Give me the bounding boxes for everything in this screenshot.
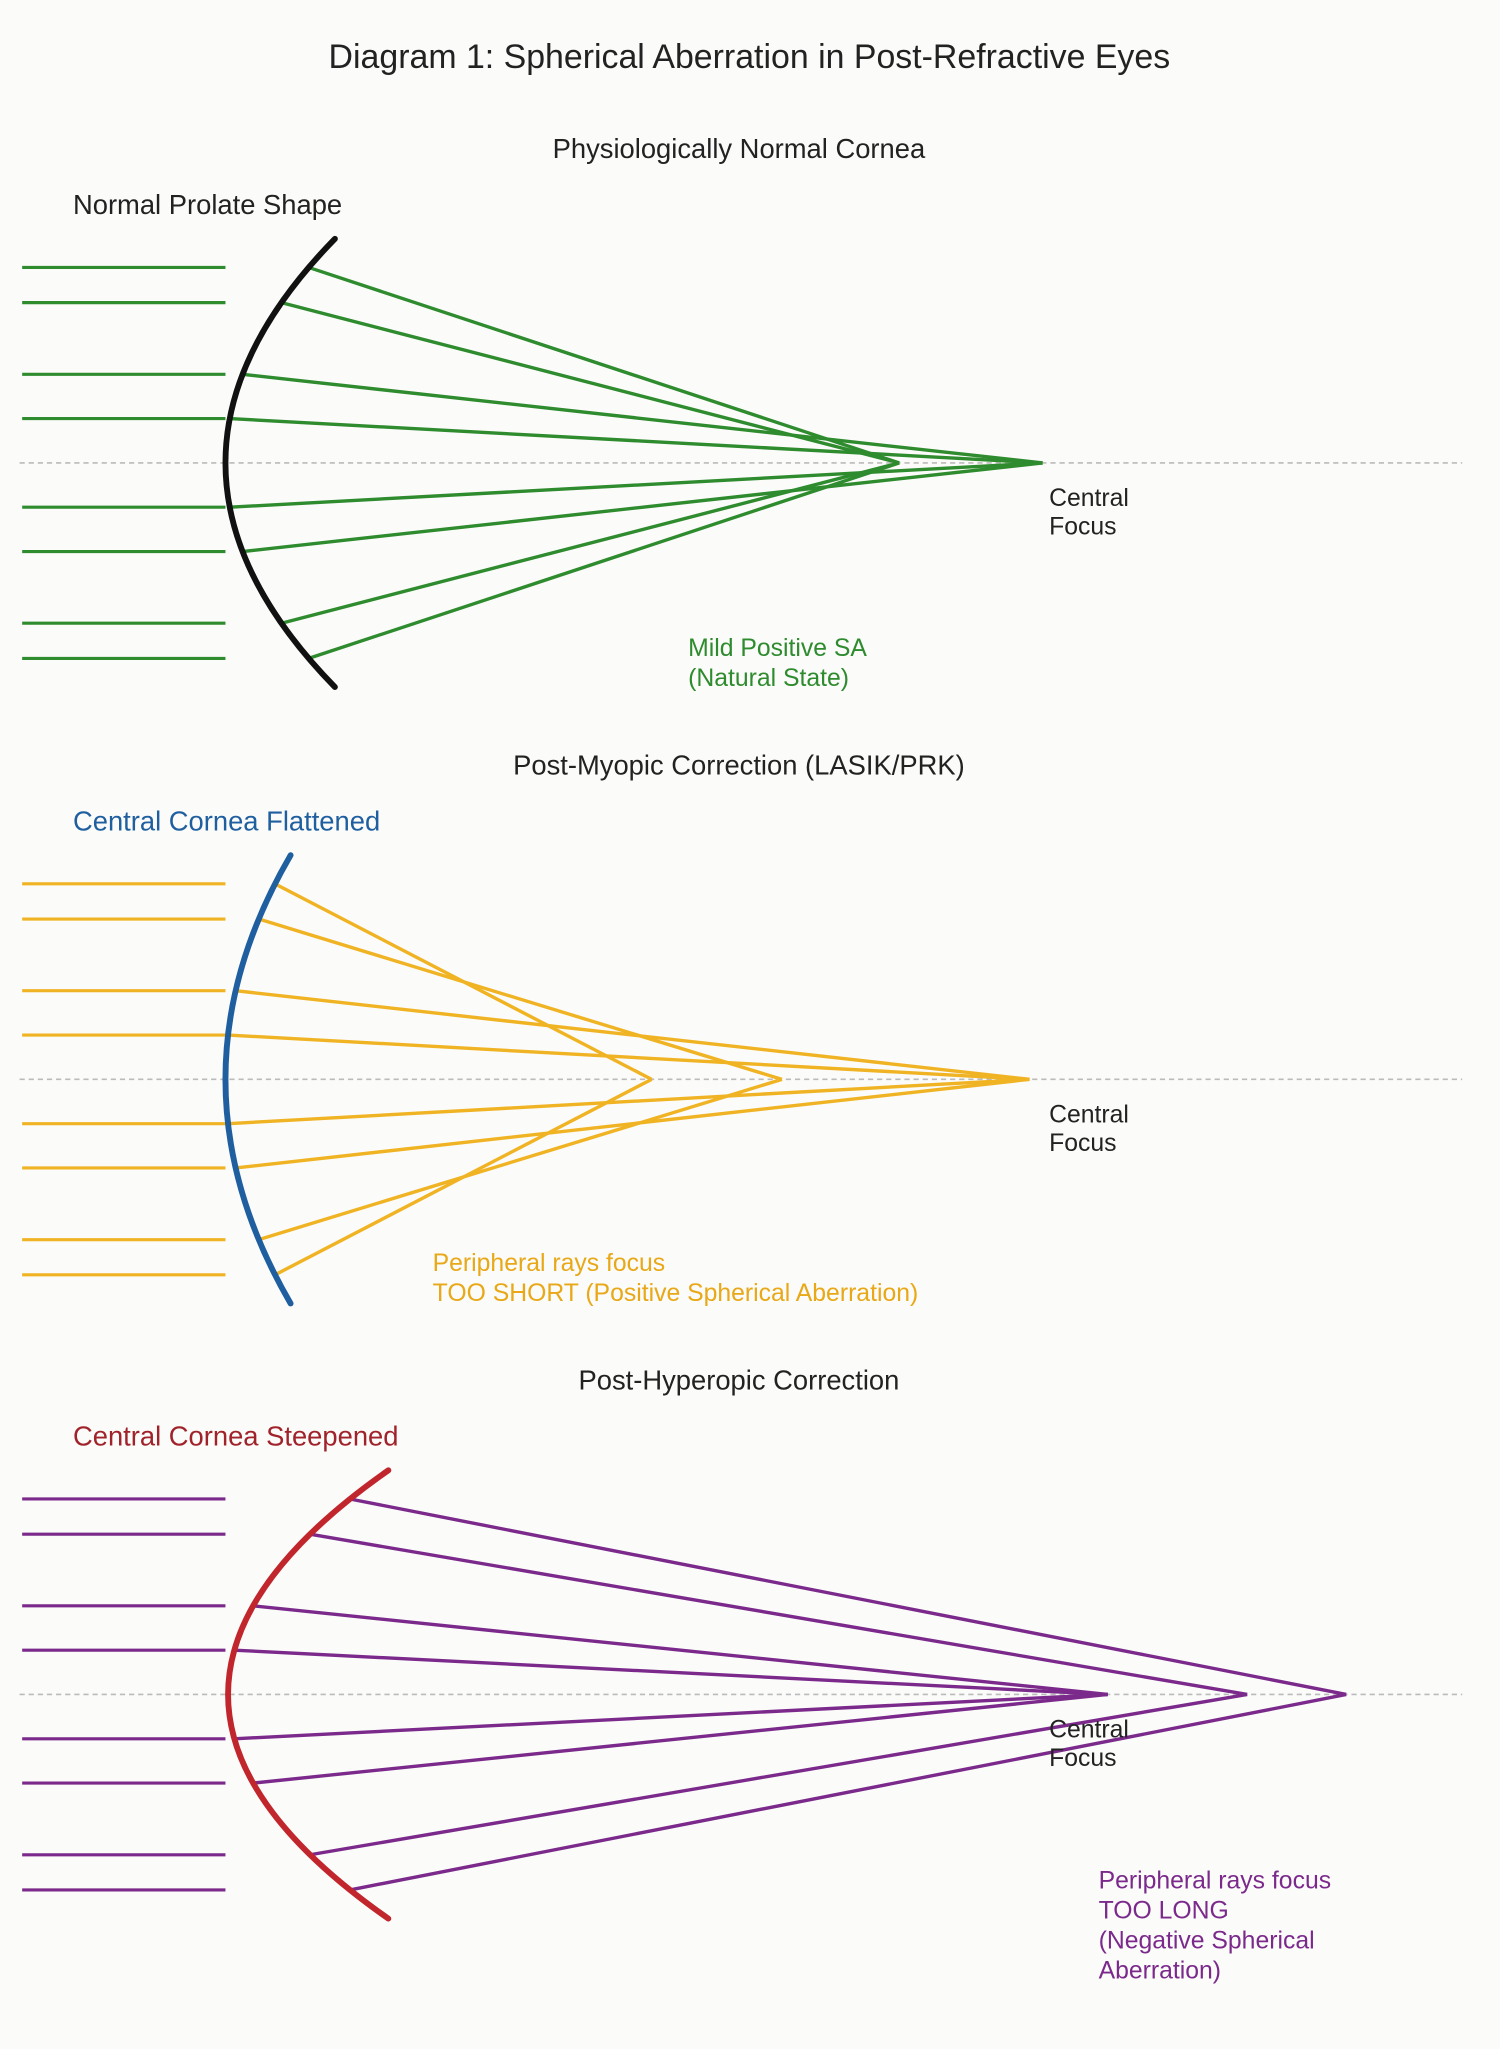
refracted-ray (281, 461, 900, 625)
focus-label: Focus (1049, 1745, 1116, 1772)
refracted-ray (242, 372, 1043, 465)
note: TOO SHORT (Positive Spherical Aberration… (433, 1280, 919, 1307)
cornea (222, 235, 338, 691)
note: Mild Positive SA (688, 635, 867, 662)
refracted-ray (252, 1692, 1108, 1785)
focus-label: Central (1049, 1716, 1129, 1743)
cornea-label: Central Cornea Flattened (73, 805, 380, 836)
refracted-ray (229, 416, 1043, 465)
refracted-ray (242, 461, 1043, 554)
refracted-ray (252, 1604, 1108, 1697)
cornea (225, 1467, 392, 1922)
cornea (222, 852, 294, 1307)
panel-heading: Post-Hyperopic Correction (579, 1365, 900, 1396)
refracted-ray (349, 1692, 1347, 1892)
note: (Natural State) (688, 665, 849, 692)
note: TOO LONG (1099, 1898, 1229, 1925)
refracted-ray (227, 1033, 1030, 1082)
refracted-ray (309, 1692, 1248, 1857)
note: Peripheral rays focus (433, 1250, 665, 1277)
refracted-ray (234, 1692, 1108, 1741)
refracted-ray (258, 1077, 783, 1242)
refracted-ray (308, 461, 900, 661)
panel-heading: Physiologically Normal Cornea (553, 133, 926, 164)
focus-label: Focus (1049, 1130, 1116, 1157)
note: (Negative Spherical (1099, 1928, 1315, 1955)
refracted-ray (227, 1077, 1030, 1126)
panel-heading: Post-Myopic Correction (LASIK/PRK) (513, 749, 965, 780)
refracted-ray (274, 1077, 653, 1277)
cornea-label: Normal Prolate Shape (73, 189, 342, 220)
note: Peripheral rays focus (1099, 1868, 1331, 1895)
refracted-ray (349, 1497, 1347, 1697)
refracted-ray (235, 989, 1030, 1082)
refracted-ray (234, 1648, 1108, 1697)
refracted-ray (229, 461, 1043, 509)
refracted-ray (309, 1532, 1248, 1697)
focus-label: Central (1049, 1101, 1129, 1128)
cornea-label: Central Cornea Steepened (73, 1421, 399, 1452)
refracted-ray (308, 265, 900, 465)
refracted-ray (258, 917, 783, 1081)
focus-label: Focus (1049, 514, 1116, 541)
title: Diagram 1: Spherical Aberration in Post-… (329, 38, 1171, 76)
note: Aberration) (1099, 1958, 1221, 1985)
focus-label: Central (1049, 485, 1129, 512)
